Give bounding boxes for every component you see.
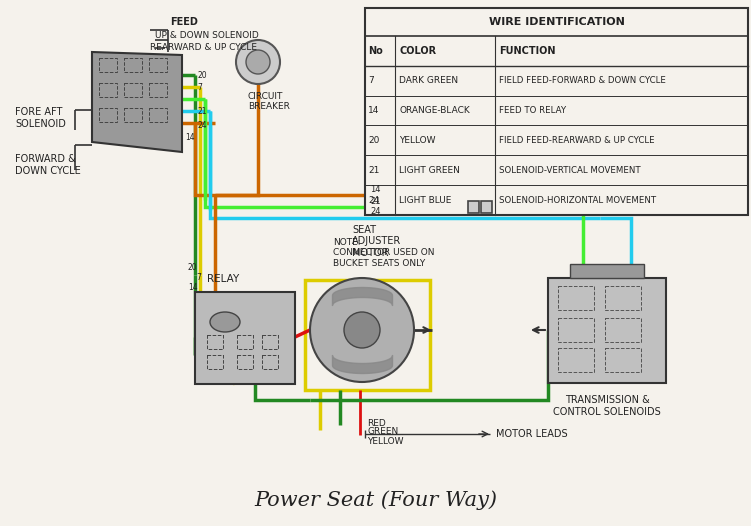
Bar	[481, 201, 492, 213]
Bar	[237, 335, 253, 349]
Bar	[305, 280, 430, 390]
Text: 14: 14	[188, 284, 198, 292]
Text: 14: 14	[370, 185, 381, 194]
Text: SOLENOID-HORIZONTAL MOVEMENT: SOLENOID-HORIZONTAL MOVEMENT	[499, 196, 656, 205]
Ellipse shape	[210, 312, 240, 332]
Text: ORANGE-BLACK: ORANGE-BLACK	[399, 106, 469, 115]
Text: COLOR: COLOR	[399, 46, 436, 56]
Circle shape	[344, 312, 380, 348]
Bar	[124, 83, 142, 97]
Bar	[237, 355, 253, 369]
Text: 21: 21	[368, 166, 379, 175]
Bar	[124, 58, 142, 72]
Text: WIRE IDENTIFICATION: WIRE IDENTIFICATION	[489, 17, 624, 27]
Text: FIELD FEED-REARWARD & UP CYCLE: FIELD FEED-REARWARD & UP CYCLE	[499, 136, 655, 145]
Text: FEED TO RELAY: FEED TO RELAY	[499, 106, 566, 115]
Bar	[468, 201, 479, 213]
Text: FORE AFT
SOLENOID: FORE AFT SOLENOID	[15, 107, 66, 129]
Bar	[207, 355, 223, 369]
Text: 7: 7	[196, 274, 201, 282]
Text: SOLENOID-VERTICAL MOVEMENT: SOLENOID-VERTICAL MOVEMENT	[499, 166, 641, 175]
Bar	[99, 83, 117, 97]
Text: 14: 14	[368, 106, 379, 115]
Bar	[149, 108, 167, 122]
Bar	[149, 83, 167, 97]
Bar	[558, 286, 594, 310]
Bar	[99, 108, 117, 122]
Circle shape	[246, 50, 270, 74]
Text: 24: 24	[197, 120, 207, 129]
Bar	[124, 108, 142, 122]
Text: 21: 21	[370, 197, 381, 206]
Bar	[558, 318, 594, 342]
Text: 7: 7	[197, 83, 202, 92]
Text: RED: RED	[367, 420, 386, 429]
Text: LIGHT BLUE: LIGHT BLUE	[399, 196, 451, 205]
Bar	[365, 8, 748, 215]
Bar	[149, 58, 167, 72]
Text: UP & DOWN SOLENOID: UP & DOWN SOLENOID	[155, 31, 259, 39]
Text: Power Seat (Four Way): Power Seat (Four Way)	[254, 490, 497, 510]
Bar	[195, 292, 295, 384]
Text: YELLOW: YELLOW	[367, 437, 403, 446]
Text: 7: 7	[368, 76, 374, 85]
Text: TRANSMISSION &
CONTROL SOLENOIDS: TRANSMISSION & CONTROL SOLENOIDS	[553, 395, 661, 417]
Bar	[558, 348, 594, 372]
Bar	[548, 278, 666, 383]
Text: FEED: FEED	[170, 17, 198, 27]
Bar	[262, 355, 278, 369]
Bar	[99, 58, 117, 72]
Text: 14: 14	[185, 133, 195, 141]
Bar	[605, 348, 641, 372]
Text: 21: 21	[197, 106, 207, 116]
Bar	[207, 335, 223, 349]
Text: SEAT
ADJUSTER
MOTOR: SEAT ADJUSTER MOTOR	[352, 225, 401, 258]
Text: 20: 20	[368, 136, 379, 145]
Text: REARWARD & UP CYCLE: REARWARD & UP CYCLE	[150, 43, 257, 52]
Text: FIELD FEED-FORWARD & DOWN CYCLE: FIELD FEED-FORWARD & DOWN CYCLE	[499, 76, 666, 85]
Text: YELLOW: YELLOW	[399, 136, 436, 145]
Text: LIGHT GREEN: LIGHT GREEN	[399, 166, 460, 175]
Text: 20: 20	[188, 264, 198, 272]
Text: RELAY: RELAY	[207, 274, 240, 284]
Circle shape	[236, 40, 280, 84]
Text: MOTOR LEADS: MOTOR LEADS	[496, 429, 568, 439]
Text: No: No	[368, 46, 383, 56]
Text: 24: 24	[368, 196, 379, 205]
Text: 20: 20	[197, 70, 207, 79]
Bar	[605, 286, 641, 310]
Bar	[605, 318, 641, 342]
Polygon shape	[92, 52, 182, 152]
Text: FUNCTION: FUNCTION	[499, 46, 556, 56]
Bar	[570, 264, 644, 278]
Text: FORWARD &
DOWN CYCLE: FORWARD & DOWN CYCLE	[15, 154, 81, 176]
Text: 24: 24	[370, 207, 381, 217]
Text: GREEN: GREEN	[367, 428, 398, 437]
Bar	[262, 335, 278, 349]
Text: DARK GREEN: DARK GREEN	[399, 76, 458, 85]
Text: CIRCUIT
BREAKER: CIRCUIT BREAKER	[248, 92, 290, 112]
Circle shape	[310, 278, 414, 382]
Text: NOTE:
CONNECTOR USED ON
BUCKET SEATS ONLY: NOTE: CONNECTOR USED ON BUCKET SEATS ONL…	[333, 238, 435, 268]
